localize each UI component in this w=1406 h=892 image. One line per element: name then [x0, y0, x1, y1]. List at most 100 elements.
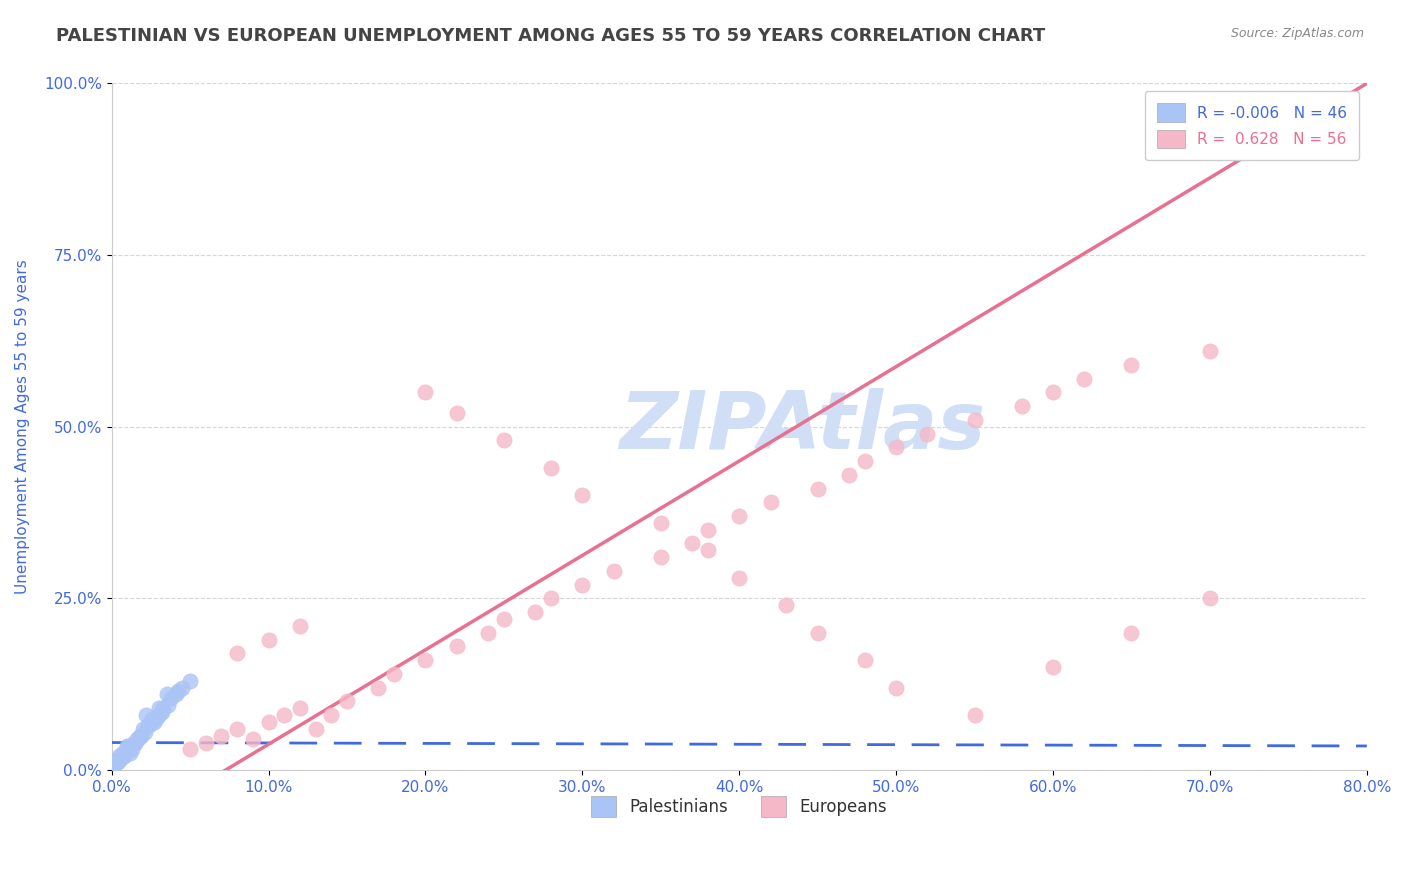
- Point: [446, 406, 468, 420]
- Point: [179, 742, 201, 756]
- Point: [150, 705, 173, 719]
- Point: [226, 646, 249, 660]
- Point: [135, 708, 157, 723]
- Point: [524, 605, 547, 619]
- Point: [121, 742, 143, 756]
- Point: [1121, 625, 1143, 640]
- Point: [602, 564, 624, 578]
- Point: [148, 701, 170, 715]
- Point: [128, 729, 150, 743]
- Point: [838, 467, 860, 482]
- Point: [209, 729, 232, 743]
- Point: [194, 735, 217, 749]
- Point: [1199, 591, 1222, 606]
- Point: [681, 536, 703, 550]
- Point: [884, 681, 907, 695]
- Point: [125, 732, 148, 747]
- Point: [157, 698, 180, 712]
- Legend: Palestinians, Europeans: Palestinians, Europeans: [585, 789, 894, 823]
- Y-axis label: Unemployment Among Ages 55 to 59 years: Unemployment Among Ages 55 to 59 years: [15, 260, 30, 594]
- Point: [160, 690, 183, 705]
- Point: [110, 750, 132, 764]
- Point: [145, 711, 167, 725]
- Point: [1042, 660, 1064, 674]
- Point: [165, 688, 187, 702]
- Point: [111, 747, 134, 762]
- Point: [111, 746, 134, 760]
- Point: [571, 577, 593, 591]
- Point: [172, 681, 194, 695]
- Point: [650, 550, 672, 565]
- Point: [104, 756, 127, 771]
- Text: PALESTINIAN VS EUROPEAN UNEMPLOYMENT AMONG AGES 55 TO 59 YEARS CORRELATION CHART: PALESTINIAN VS EUROPEAN UNEMPLOYMENT AMO…: [56, 27, 1046, 45]
- Point: [118, 739, 141, 753]
- Point: [336, 694, 359, 708]
- Point: [139, 714, 162, 729]
- Point: [415, 653, 437, 667]
- Point: [1011, 399, 1033, 413]
- Point: [321, 708, 343, 723]
- Point: [112, 746, 135, 760]
- Point: [114, 744, 136, 758]
- Point: [917, 426, 939, 441]
- Point: [288, 701, 311, 715]
- Point: [112, 749, 135, 764]
- Text: ZIPAtlas: ZIPAtlas: [619, 388, 986, 466]
- Point: [1121, 358, 1143, 372]
- Point: [141, 711, 163, 725]
- Point: [134, 725, 156, 739]
- Point: [105, 753, 128, 767]
- Point: [108, 753, 131, 767]
- Point: [120, 746, 142, 760]
- Point: [105, 756, 128, 771]
- Point: [492, 612, 515, 626]
- Point: [382, 666, 405, 681]
- Point: [257, 714, 280, 729]
- Point: [152, 701, 174, 715]
- Point: [273, 708, 295, 723]
- Point: [963, 708, 986, 723]
- Point: [131, 729, 153, 743]
- Point: [138, 718, 160, 732]
- Point: [477, 625, 499, 640]
- Point: [139, 714, 162, 729]
- Point: [807, 625, 830, 640]
- Point: [853, 653, 876, 667]
- Point: [143, 714, 166, 729]
- Point: [1042, 385, 1064, 400]
- Point: [696, 543, 718, 558]
- Point: [117, 742, 139, 756]
- Point: [179, 673, 201, 688]
- Point: [728, 508, 751, 523]
- Point: [540, 591, 562, 606]
- Point: [415, 385, 437, 400]
- Point: [696, 523, 718, 537]
- Point: [759, 495, 782, 509]
- Point: [884, 440, 907, 454]
- Point: [963, 413, 986, 427]
- Point: [540, 461, 562, 475]
- Point: [304, 722, 326, 736]
- Point: [108, 749, 131, 764]
- Point: [650, 516, 672, 530]
- Point: [242, 732, 264, 747]
- Point: [288, 619, 311, 633]
- Point: [124, 735, 146, 749]
- Point: [117, 739, 139, 753]
- Point: [132, 722, 155, 736]
- Point: [367, 681, 389, 695]
- Point: [117, 742, 139, 756]
- Point: [136, 718, 159, 732]
- Point: [446, 640, 468, 654]
- Point: [775, 599, 797, 613]
- Point: [492, 434, 515, 448]
- Point: [155, 688, 177, 702]
- Point: [571, 488, 593, 502]
- Point: [1073, 372, 1095, 386]
- Point: [728, 571, 751, 585]
- Point: [807, 482, 830, 496]
- Point: [1199, 344, 1222, 359]
- Point: [127, 732, 149, 747]
- Point: [124, 735, 146, 749]
- Point: [107, 755, 129, 769]
